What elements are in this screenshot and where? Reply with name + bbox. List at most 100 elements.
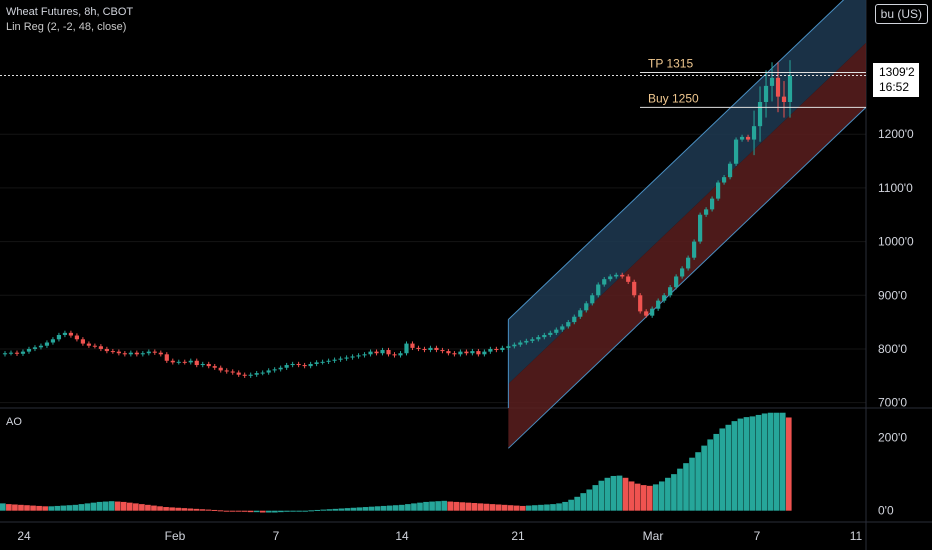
ao-bar xyxy=(48,506,55,511)
candle xyxy=(727,161,733,180)
ao-bar xyxy=(253,510,260,513)
candle-body xyxy=(392,354,397,356)
candle-body xyxy=(272,369,277,371)
candle xyxy=(536,334,541,342)
ao-bar xyxy=(126,502,133,511)
axes: 700'0 800'0 900'0 1000'0 1100'0 1200'0 0'0 200'… xyxy=(17,127,914,543)
candle xyxy=(560,324,565,332)
ao-bar xyxy=(683,463,689,511)
candle-body xyxy=(440,350,445,352)
candle-body xyxy=(332,359,337,361)
candle-body xyxy=(650,308,655,316)
ao-bar xyxy=(344,508,351,511)
ao-bar xyxy=(767,412,774,511)
candle xyxy=(368,349,373,357)
candle xyxy=(721,175,727,185)
candle xyxy=(302,362,307,369)
ao-bar xyxy=(12,504,18,511)
candle-body xyxy=(680,268,685,277)
candle xyxy=(668,285,673,298)
candle-body xyxy=(434,347,439,351)
candle xyxy=(164,352,169,363)
candle-body xyxy=(314,362,319,364)
candle-body xyxy=(506,346,511,348)
ao-bar xyxy=(779,412,786,511)
candle-body xyxy=(86,343,91,346)
time-tick-label: 21 xyxy=(511,529,525,543)
candle-body xyxy=(44,342,50,346)
ao-bar xyxy=(465,502,472,511)
ao-bar xyxy=(411,503,417,511)
candle xyxy=(470,348,475,356)
candle-body xyxy=(446,351,451,354)
candle-body xyxy=(206,363,211,367)
candle xyxy=(8,350,14,356)
ao-bar xyxy=(538,504,544,511)
ao-bar xyxy=(356,507,363,511)
candle-body xyxy=(632,281,637,296)
candle xyxy=(530,337,535,344)
candle-body xyxy=(763,85,769,102)
ao-bar xyxy=(66,505,73,511)
candle-body xyxy=(584,303,589,311)
candle-body xyxy=(512,344,517,347)
candle xyxy=(745,134,751,142)
candle-body xyxy=(458,351,463,355)
candle xyxy=(248,372,253,378)
candle-body xyxy=(721,177,727,183)
candle xyxy=(644,309,649,318)
candle xyxy=(266,368,271,375)
time-tick-label: 7 xyxy=(273,529,280,543)
candle xyxy=(374,349,379,356)
candle-body xyxy=(404,343,409,354)
candle xyxy=(326,358,331,364)
candle-body xyxy=(296,363,301,366)
candle xyxy=(320,359,325,365)
candle xyxy=(757,86,763,142)
candle xyxy=(290,361,295,368)
ao-bar xyxy=(223,510,230,512)
candle xyxy=(476,348,481,357)
candle-body xyxy=(608,276,613,280)
ao-bar xyxy=(368,506,375,511)
candle xyxy=(638,293,643,314)
ao-tick-label: 0'0 xyxy=(878,504,894,518)
time-tick-label: 7 xyxy=(754,529,761,543)
candle-body xyxy=(68,332,74,336)
candle xyxy=(134,350,139,357)
ao-bar xyxy=(60,505,67,511)
ao-indicator-label[interactable]: AO xyxy=(6,416,22,428)
unit-selector-button[interactable]: bu (US) xyxy=(874,4,928,24)
ao-bar xyxy=(550,504,556,511)
ao-bar xyxy=(532,505,538,511)
candle-body xyxy=(745,136,751,140)
candle xyxy=(769,62,775,102)
candle xyxy=(128,350,133,357)
candle xyxy=(356,353,361,359)
candle xyxy=(332,357,337,363)
candle-body xyxy=(170,360,175,363)
candle xyxy=(596,282,601,298)
ao-bar xyxy=(483,503,490,511)
candle-body xyxy=(727,163,733,178)
candle xyxy=(464,349,469,356)
candle xyxy=(344,355,349,361)
time-tick-label: 24 xyxy=(17,529,31,543)
candle-body xyxy=(739,136,745,140)
candle-body xyxy=(236,372,241,375)
ao-bar xyxy=(677,468,683,511)
candle xyxy=(62,330,68,338)
candle xyxy=(224,368,229,374)
candle-body xyxy=(350,356,355,358)
price-tick-label: 700'0 xyxy=(878,396,907,410)
ao-bar xyxy=(640,485,647,511)
ao-bar xyxy=(731,421,738,511)
candle-body xyxy=(428,347,433,351)
candle xyxy=(254,370,259,377)
ao-bar xyxy=(713,433,720,511)
candle-body xyxy=(80,339,85,344)
indicator-legend[interactable]: Lin Reg (2, -2, 48, close) xyxy=(6,21,127,33)
candle xyxy=(80,337,85,346)
candle-body xyxy=(715,182,721,199)
